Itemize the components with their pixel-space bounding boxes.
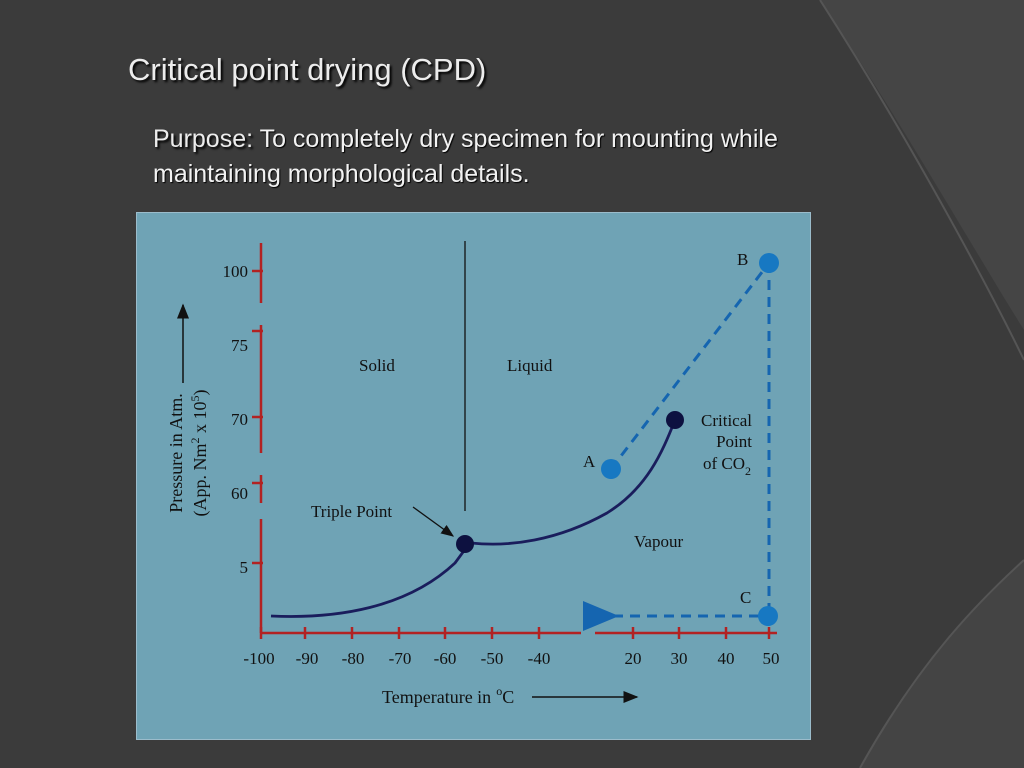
- triple-point-label: Triple Point: [311, 502, 392, 521]
- x-tick-label: 30: [671, 649, 688, 668]
- x-axis: [259, 627, 777, 639]
- x-tick-label: 20: [625, 649, 642, 668]
- critical-point-label-line3: of CO: [703, 454, 745, 473]
- y-tick-label: 100: [223, 262, 249, 281]
- x-tick-label: -60: [434, 649, 457, 668]
- y-tick-label: 70: [231, 410, 248, 429]
- critical-point-marker: [666, 411, 684, 429]
- phase-diagram: 100 75 70 60 5 -100 -90 -80 -70 -60 -50 …: [166, 241, 780, 707]
- purpose-text: To completely dry specimen for mounting …: [153, 125, 778, 188]
- y-axis-label: Pressure in Atm. (App. Nm2 x 105): [166, 390, 211, 517]
- y-axis: [252, 243, 263, 633]
- x-tick-label: -100: [243, 649, 274, 668]
- triple-point-arrow: [412, 506, 455, 537]
- x-tick-label: -40: [528, 649, 551, 668]
- critical-point-subscript: 2: [745, 464, 751, 478]
- y-tick-label: 60: [231, 484, 248, 503]
- point-c-marker: [758, 606, 778, 626]
- triple-point-marker: [456, 535, 474, 553]
- phase-diagram-panel: 100 75 70 60 5 -100 -90 -80 -70 -60 -50 …: [136, 212, 811, 740]
- x-tick-label: -70: [389, 649, 412, 668]
- x-tick-label: -50: [481, 649, 504, 668]
- x-axis-label: Temperature in oC: [382, 684, 514, 707]
- point-a-marker: [601, 459, 621, 479]
- x-tick-label: 40: [718, 649, 735, 668]
- region-liquid-label: Liquid: [507, 356, 553, 375]
- point-b-marker: [759, 253, 779, 273]
- purpose-paragraph: Purpose: To completely dry specimen for …: [153, 122, 833, 192]
- slide-title: Critical point drying (CPD): [128, 52, 487, 87]
- y-tick-label: 5: [240, 558, 249, 577]
- region-solid-label: Solid: [359, 356, 395, 375]
- cpd-path: [583, 262, 771, 631]
- x-tick-label: -80: [342, 649, 365, 668]
- purpose-label: Purpose:: [153, 125, 254, 153]
- x-tick-label: -90: [296, 649, 319, 668]
- point-a-label: A: [583, 452, 596, 471]
- y-axis-label-line2: (App. Nm2 x 105): [188, 390, 211, 517]
- point-c-label: C: [740, 588, 751, 607]
- region-vapour-label: Vapour: [634, 532, 683, 551]
- y-axis-label-line1: Pressure in Atm.: [166, 393, 186, 513]
- critical-point-label-line1: Critical: [701, 411, 752, 430]
- critical-point-label-line2: Point: [716, 432, 752, 451]
- point-b-label: B: [737, 250, 748, 269]
- y-tick-label: 75: [231, 336, 248, 355]
- x-tick-label: 50: [763, 649, 780, 668]
